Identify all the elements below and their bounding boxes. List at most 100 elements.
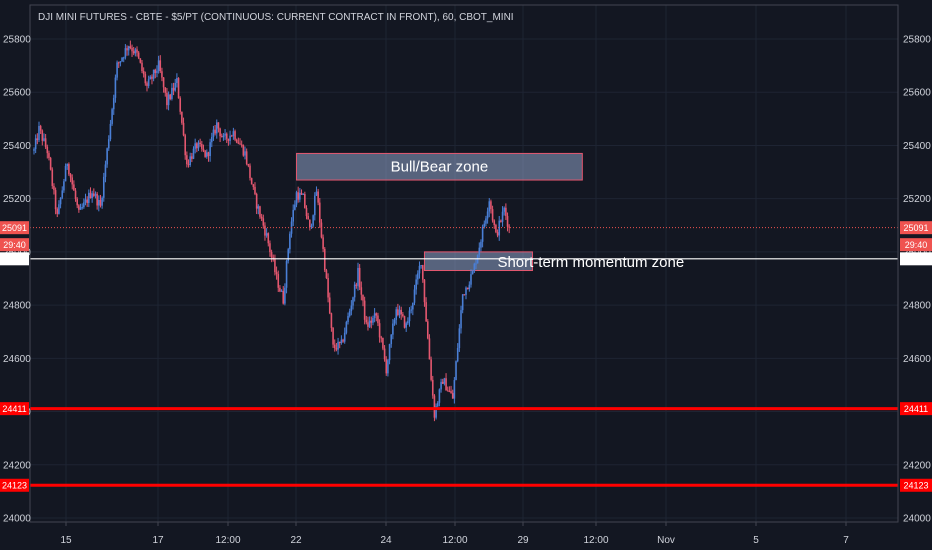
candle-body [171, 87, 173, 99]
candle-body [400, 309, 402, 315]
horizontal-lines-layer [30, 227, 898, 487]
candle-body [169, 94, 172, 99]
y-tick-label-right: 25600 [903, 88, 931, 99]
y-tick-label-left: 25200 [3, 194, 31, 205]
candle-body [505, 207, 507, 216]
candle-body [503, 207, 506, 212]
candle-body [89, 192, 92, 199]
candle-body [372, 317, 374, 323]
candle-body [353, 284, 356, 298]
candle-body [106, 148, 108, 165]
price-tag-left-text: 25091 [2, 223, 27, 233]
price-tag-left-text: 24123 [2, 480, 27, 490]
candle-body [330, 313, 333, 328]
candle-body [131, 47, 133, 52]
price-tag-left [0, 402, 29, 416]
candle-body [84, 199, 87, 203]
candle-body [412, 302, 414, 310]
candle-body [417, 273, 419, 280]
candle-body [385, 359, 388, 374]
price-tag-right-text: 25091 [903, 223, 928, 233]
candle-body [242, 145, 245, 156]
candle-body [363, 300, 366, 320]
candle-body [294, 204, 296, 210]
candle-body [152, 69, 155, 79]
candle-body [179, 98, 182, 112]
candle-body [375, 313, 378, 316]
candle-body [107, 139, 110, 149]
candle-body [438, 389, 441, 403]
candle-body [212, 129, 215, 138]
candle-body [495, 224, 497, 233]
candle-body [76, 198, 78, 206]
price-tag-right [900, 252, 932, 266]
candle-body [34, 138, 37, 150]
candle-body [63, 181, 65, 191]
candle-body [111, 109, 113, 124]
candle-body [219, 128, 221, 137]
y-tick-label-left: 25800 [3, 35, 31, 46]
candle-body [335, 348, 338, 350]
candle-body [51, 169, 54, 186]
candle-body [307, 216, 309, 220]
candle-body [102, 176, 105, 198]
candle-body [297, 192, 299, 200]
candle-body [373, 313, 376, 318]
candle-body [181, 111, 183, 123]
candle-body [377, 315, 379, 324]
candle-body [470, 274, 472, 285]
candle-body [38, 125, 40, 141]
x-tick-label: 12:00 [215, 535, 240, 546]
candle-body [189, 156, 191, 166]
candle-body [310, 225, 313, 227]
candle-body [461, 294, 464, 311]
y-tick-label-left: 25600 [3, 88, 31, 99]
candle-body [214, 129, 216, 134]
y-tick-label-left: 25400 [3, 141, 31, 152]
candle-body [121, 57, 123, 62]
candle-body [390, 334, 393, 345]
candle-body [101, 197, 103, 206]
candle-body [259, 206, 261, 217]
candle-body [245, 151, 248, 164]
candle-body [292, 209, 294, 222]
candle-body [471, 271, 474, 275]
candle-body [96, 193, 98, 206]
candle-body [305, 207, 308, 217]
candle-body [358, 267, 361, 288]
y-tick-label-right: 24600 [903, 354, 931, 365]
candle-body [337, 341, 339, 350]
candle-body [431, 379, 434, 396]
candle-body [159, 60, 162, 72]
candle-body [493, 220, 496, 225]
candle-body [284, 287, 286, 304]
candle-body [422, 265, 424, 280]
candle-body [496, 232, 499, 236]
candle-body [475, 263, 477, 265]
candle-body [58, 204, 60, 214]
candle-body [197, 142, 200, 149]
candle-body [350, 305, 353, 312]
price-tag-left [0, 252, 29, 266]
candle-body [71, 177, 74, 185]
candle-body [192, 148, 195, 159]
candle-body [49, 157, 52, 170]
candle-body [289, 233, 291, 250]
candle-body [151, 76, 153, 79]
candle-body [407, 321, 409, 324]
candle-body [365, 319, 368, 323]
candle-body [302, 193, 304, 195]
candle-body [252, 184, 255, 187]
candle-body [343, 332, 346, 342]
candle-body [257, 206, 260, 209]
price-tag-left-text: 24411 [2, 404, 26, 414]
candle-body [112, 97, 115, 110]
candle-body [388, 344, 391, 361]
candle-body [184, 135, 186, 156]
candle-body [274, 259, 276, 273]
candle-body [53, 185, 55, 191]
price-tag-right-text: 29:40 [905, 240, 928, 250]
candle-body [237, 142, 240, 144]
